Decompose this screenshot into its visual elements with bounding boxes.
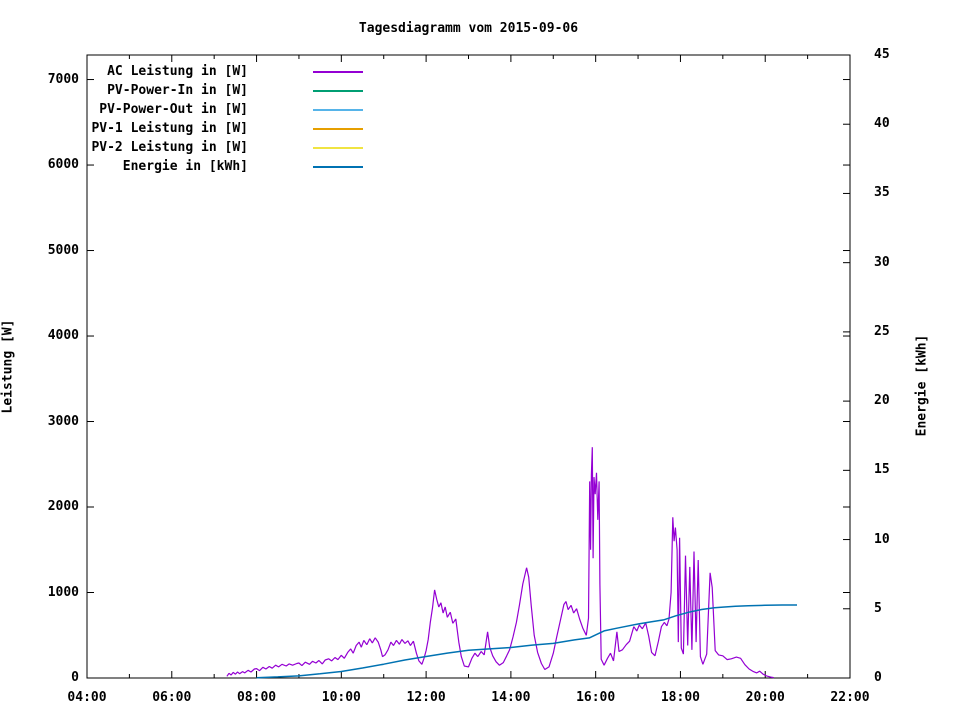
legend-item-label: PV-Power-In in [W] <box>107 83 248 98</box>
legend-color-sample <box>313 90 363 92</box>
y-right-tick-label: 5 <box>874 600 882 616</box>
legend-item: PV-1 Leistung in [W] <box>0 121 960 140</box>
legend-item: PV-Power-In in [W] <box>0 83 960 102</box>
legend-color-sample <box>313 147 363 149</box>
legend-color-sample <box>313 166 363 168</box>
y-right-tick-label: 35 <box>874 185 890 201</box>
x-tick-label: 14:00 <box>491 690 531 705</box>
x-tick-label: 18:00 <box>660 690 700 705</box>
y-right-tick-label: 25 <box>874 323 890 339</box>
legend-item: Energie in [kWh] <box>0 159 960 178</box>
legend-item-label: Energie in [kWh] <box>122 159 248 174</box>
y-left-tick-label: 2000 <box>47 499 79 514</box>
x-tick-label: 06:00 <box>152 690 192 705</box>
legend-color-sample <box>313 109 363 111</box>
x-tick-label: 22:00 <box>830 690 870 705</box>
legend-item-label: PV-2 Leistung in [W] <box>91 140 248 155</box>
legend-item: AC Leistung in [W] <box>0 64 960 83</box>
y-left-tick-label: 5000 <box>47 242 79 258</box>
y-left-tick-label: 1000 <box>47 584 79 600</box>
legend-item-label: PV-Power-Out in [W] <box>99 102 248 117</box>
y-right-tick-label: 15 <box>874 462 890 478</box>
y-right-tick-label: 20 <box>874 393 890 409</box>
y-left-tick-label: 7000 <box>47 71 79 87</box>
y-right-tick-label: 0 <box>874 670 882 685</box>
legend-color-sample <box>313 71 363 73</box>
x-tick-label: 10:00 <box>321 690 361 705</box>
legend-item-label: AC Leistung in [W] <box>107 64 248 79</box>
y-left-tick-label: 0 <box>71 670 79 685</box>
y-right-tick-label: 30 <box>874 254 890 270</box>
y-left-tick-label: 4000 <box>47 328 79 344</box>
x-tick-label: 12:00 <box>406 690 446 705</box>
y-left-tick-label: 3000 <box>47 413 79 429</box>
x-tick-label: 08:00 <box>236 690 277 705</box>
x-tick-label: 16:00 <box>576 690 616 705</box>
x-tick-label: 04:00 <box>67 690 107 705</box>
legend-item: PV-2 Leistung in [W] <box>0 140 960 159</box>
y-right-tick-label: 40 <box>874 116 890 132</box>
legend-item-label: PV-1 Leistung in [W] <box>91 121 248 136</box>
series-energie-in-kwh- <box>256 604 797 679</box>
chart-title: Tagesdiagramm vom 2015-09-06 <box>358 21 579 36</box>
legend-color-sample <box>313 128 363 130</box>
y-right-tick-label: 45 <box>874 47 890 62</box>
series-ac-leistung-in-w- <box>226 447 774 679</box>
y-right-tick-label: 10 <box>874 531 890 547</box>
y-left-tick-label: 6000 <box>47 157 79 173</box>
legend-item: PV-Power-Out in [W] <box>0 102 960 121</box>
x-tick-label: 20:00 <box>745 690 785 705</box>
